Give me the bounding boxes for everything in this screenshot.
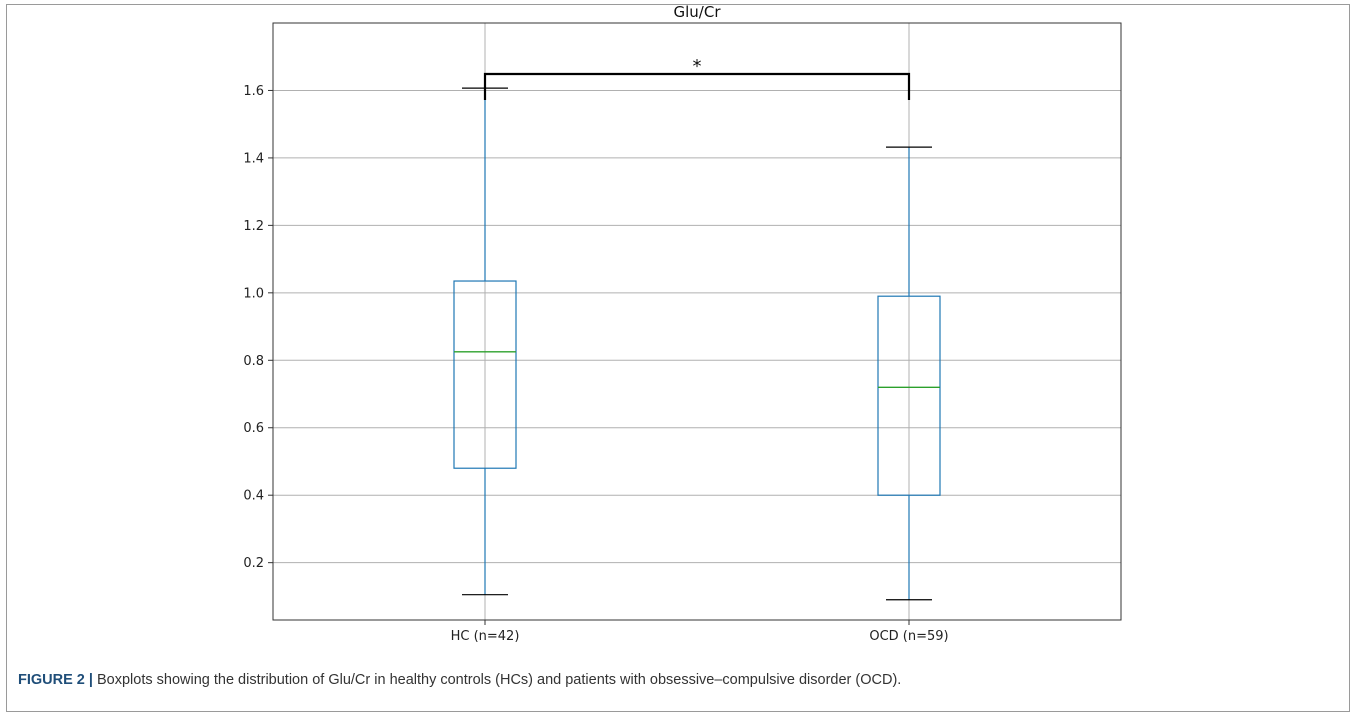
chart-title: Glu/Cr xyxy=(674,3,722,21)
y-tick-label: 0.4 xyxy=(243,489,264,504)
iqr-box xyxy=(453,280,517,469)
box-group xyxy=(877,146,941,601)
y-tick-label: 1.0 xyxy=(243,286,264,301)
box-group xyxy=(453,87,517,596)
axis-ticks: 0.2 0.4 0.6 0.8 1.0 1.2 1.4 1.6 HC (n=42) OCD (n=… xyxy=(243,84,948,644)
bracket-line xyxy=(483,72,911,100)
x-tick-label: HC (n=42) xyxy=(451,629,520,644)
y-tick-label: 1.6 xyxy=(243,84,264,99)
iqr-box xyxy=(877,295,941,496)
figure-caption: FIGURE 2 | Boxplots showing the distribu… xyxy=(18,672,1338,688)
y-tick-label: 0.2 xyxy=(243,556,264,571)
x-tick-label: OCD (n=59) xyxy=(869,629,948,644)
significance-star: * xyxy=(693,56,702,77)
y-tick-label: 1.2 xyxy=(243,219,264,234)
figure-frame xyxy=(6,4,1350,712)
figure-label: FIGURE 2 | xyxy=(18,672,93,688)
boxplot-chart: 0.2 0.4 0.6 0.8 1.0 1.2 1.4 1.6 HC (n=42) OCD (n=… xyxy=(243,3,1122,644)
significance-bracket: * xyxy=(483,56,911,100)
boxes xyxy=(453,87,941,601)
grid-lines xyxy=(273,23,1121,620)
figure-caption-text: Boxplots showing the distribution of Glu… xyxy=(97,672,902,688)
y-tick-label: 0.8 xyxy=(243,354,264,369)
y-tick-label: 0.6 xyxy=(243,421,264,436)
plot-area xyxy=(272,22,1122,621)
y-tick-label: 1.4 xyxy=(243,151,264,166)
